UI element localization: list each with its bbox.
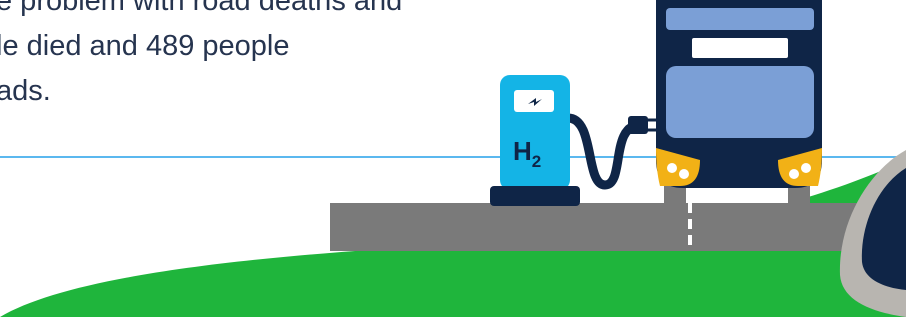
text-line: ads. — [0, 75, 51, 107]
road — [330, 203, 906, 251]
light — [679, 169, 689, 179]
text-line: e problem with road deaths and — [0, 0, 402, 17]
light — [789, 169, 799, 179]
bus-window — [666, 8, 814, 30]
pump-base — [490, 186, 580, 206]
pump-label-sub: 2 — [532, 152, 541, 171]
light — [801, 163, 811, 173]
plug — [628, 116, 648, 134]
light — [667, 163, 677, 173]
illustration: e problem with road deaths and le died a… — [0, 0, 906, 317]
bus-sign — [692, 38, 788, 58]
page: {"text": {"lines": ["e problem with road… — [0, 0, 906, 317]
pump-label-main: H — [513, 136, 532, 166]
bus-windscreen — [666, 66, 814, 138]
text-line: le died and 489 people — [0, 30, 289, 62]
